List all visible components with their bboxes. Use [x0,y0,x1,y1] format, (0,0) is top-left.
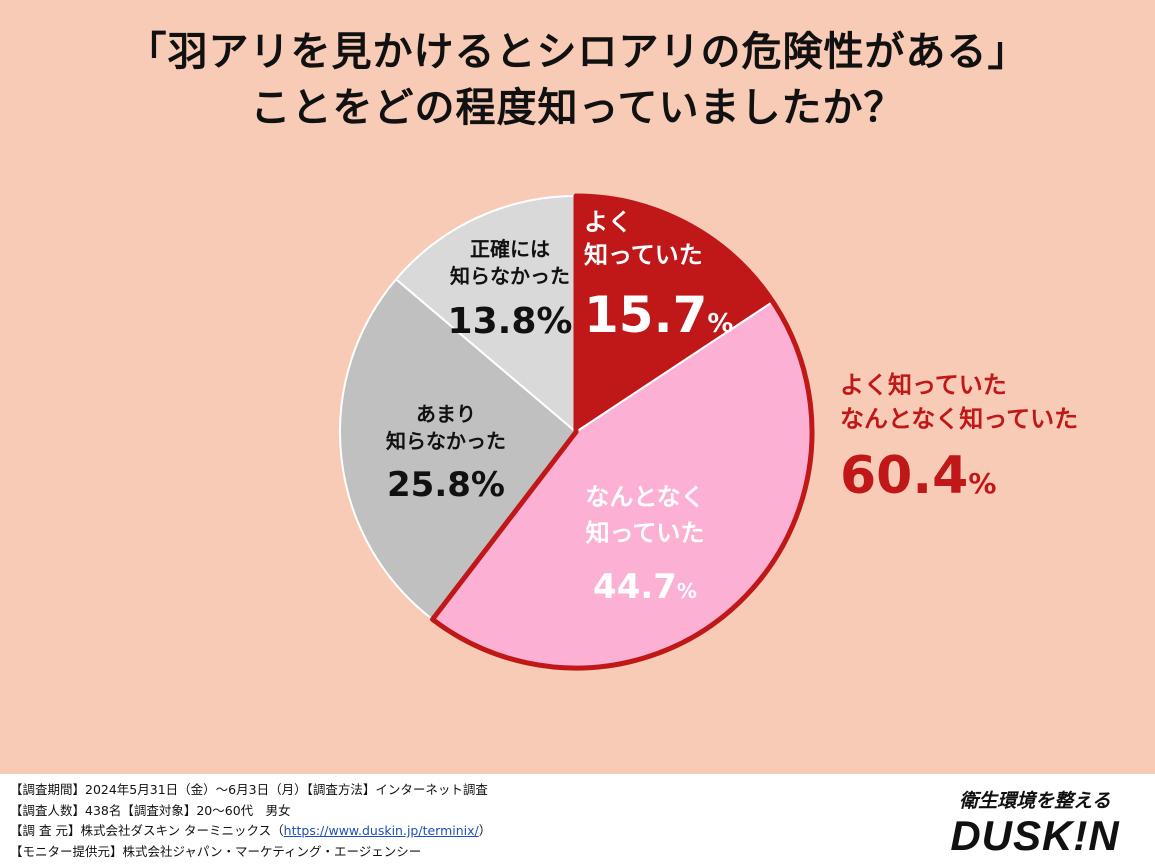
chart-title-line-1: 「羽アリを見かけるとシロアリの危険性がある」 [126,29,1029,75]
terminix-link[interactable]: https://www.duskin.jp/terminix/ [283,823,479,838]
slice-value-4: 13.8% [448,301,573,342]
pie-chart: よく知っていた15.7%なんとなく知っていた44.7%あまり知らなかった25.8… [338,193,1078,671]
slice-label-3-line-1: あまり [416,402,476,426]
slice-value-4-unit: % [536,301,572,342]
monitor-provider-note: 【モニター提供元】株式会社ジャパン・マーケティング・エージェンシー [10,843,422,859]
highlight-label-line-2: なんとなく知っていた [840,405,1078,433]
slice-label-2-line-1: なんとなく [585,483,704,511]
slice-value-1-unit: % [707,309,733,339]
brand-slogan: 衛生環境を整える [959,790,1111,812]
slice-value-3-unit: % [471,465,505,505]
slice-label-3-line-2: 知らなかった [386,429,506,453]
survey-source-text: 【調 査 元】株式会社ダスキン ターミニックス（ [10,823,284,838]
survey-source-close: ） [478,823,492,838]
survey-notes: 【調査期間】2024年5月31日（金）～6月3日（月）【調査方法】インターネット… [10,780,491,862]
highlight-value-unit: % [968,467,996,500]
chart-title: 「羽アリを見かけるとシロアリの危険性がある」 ことをどの程度知っていましたか？ [0,24,1155,136]
slice-label-1-line-1: よく [584,208,632,236]
highlight-outline [430,193,815,671]
slice-label-4-line-1: 正確には [470,237,550,261]
survey-sample-note: 【調査人数】438名【調査対象】20～60代 男女 [10,802,291,818]
slice-value-2-unit: % [677,579,697,603]
slice-value-3: 25.8% [387,465,505,505]
duskin-logo: DUSK!N [950,812,1120,859]
footer: 【調査期間】2024年5月31日（金）～6月3日（月）【調査方法】インターネット… [0,774,1155,864]
chart-title-line-2: ことをどの程度知っていましたか？ [250,85,905,131]
highlight-value: 60.4% [840,446,996,506]
pie-slice-3 [338,277,578,621]
slice-label-4-line-2: 知らなかった [450,264,570,288]
survey-source-note: 【調 査 元】株式会社ダスキン ターミニックス（https://www.dusk… [10,821,491,842]
pie-slice-4 [394,194,577,435]
survey-period-note: 【調査期間】2024年5月31日（金）～6月3日（月）【調査方法】インターネット… [10,782,488,797]
slice-label-2-line-2: 知っていた [586,519,705,547]
slice-label-1-line-2: 知っていた [584,241,703,269]
highlight-label-line-1: よく知っていた [840,371,1007,399]
brand-block: 衛生環境を整える DUSK!N [930,786,1140,859]
